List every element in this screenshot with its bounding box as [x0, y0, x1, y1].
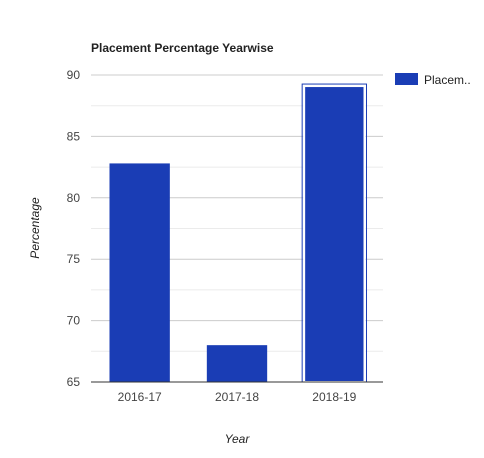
y-tick-label: 70 [67, 314, 81, 328]
bars[interactable] [109, 83, 368, 383]
legend-swatch [395, 73, 418, 85]
x-tick-label: 2016-17 [118, 390, 162, 404]
y-axis-title: Percentage [28, 197, 42, 259]
y-tick-label: 85 [67, 129, 81, 143]
legend-label: Placem.. [424, 73, 471, 87]
bar-2018-19[interactable] [303, 85, 366, 383]
bar-2017-18[interactable] [206, 345, 268, 382]
y-tick-label: 80 [67, 191, 81, 205]
y-tick-label: 65 [67, 375, 81, 389]
x-axis-ticks: 2016-17 2017-18 2018-19 [118, 390, 357, 404]
x-tick-label: 2018-19 [312, 390, 356, 404]
x-axis-title: Year [225, 432, 251, 446]
y-tick-label: 75 [67, 252, 81, 266]
bar-2016-17[interactable] [109, 163, 170, 382]
y-tick-label: 90 [67, 68, 81, 82]
x-tick-label: 2017-18 [215, 390, 259, 404]
legend[interactable]: Placem.. [395, 73, 471, 87]
y-axis-ticks: 65 70 75 80 85 90 [67, 68, 81, 389]
chart-title: Placement Percentage Yearwise [91, 41, 274, 55]
